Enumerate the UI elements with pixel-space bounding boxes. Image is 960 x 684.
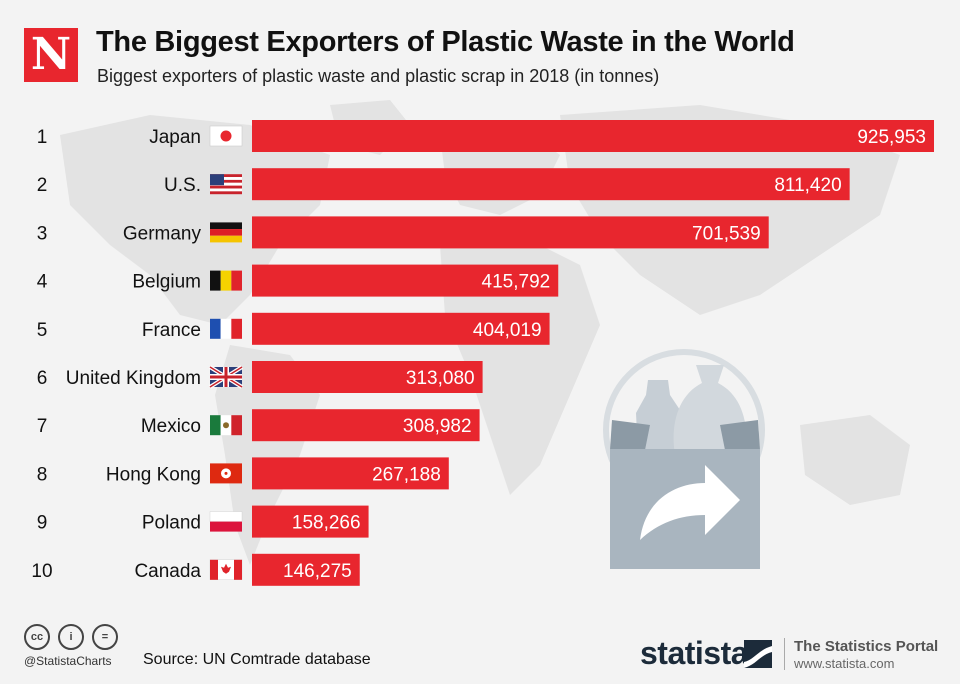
category-label: Japan	[149, 127, 201, 148]
attribution-icon: i	[58, 624, 84, 650]
footer-divider	[784, 638, 785, 670]
brand-logo-letter: N	[30, 29, 72, 80]
bar-chart: 1 Japan 925,953 2 U.S. 811,420 3 Germany 701,539…	[31, 120, 934, 586]
category-label: Hong Kong	[106, 464, 201, 485]
value-label: 308,982	[403, 416, 472, 437]
africa-shape	[440, 235, 600, 495]
rank-label: 6	[37, 368, 48, 389]
portal-url[interactable]: www.statista.com	[794, 656, 895, 671]
rank-label: 1	[37, 127, 48, 148]
twitter-handle[interactable]: @StatistaCharts	[24, 654, 112, 668]
value-label: 267,188	[372, 464, 441, 485]
rank-label: 3	[37, 223, 48, 244]
plastic-waste-box-illustration	[603, 349, 765, 569]
uk-flag	[208, 365, 244, 389]
bar	[252, 264, 559, 297]
japan-flag	[209, 125, 243, 147]
value-label: 415,792	[482, 272, 551, 293]
rank-label: 9	[37, 513, 48, 534]
category-label: Canada	[134, 561, 201, 582]
canada-flag	[209, 559, 243, 580]
bar	[252, 120, 934, 152]
category-label: U.S.	[164, 175, 201, 196]
rank-label: 5	[37, 320, 48, 341]
box-lid-right	[720, 420, 760, 450]
bar	[252, 312, 550, 345]
category-label: Poland	[142, 513, 201, 534]
value-label: 404,019	[473, 320, 542, 341]
value-label: 146,275	[283, 561, 352, 582]
category-label: Mexico	[141, 416, 201, 437]
value-label: 925,953	[857, 127, 926, 148]
mexico-flag	[210, 415, 242, 436]
germany-flag	[210, 222, 242, 243]
value-label: 701,539	[692, 223, 761, 244]
france-flag	[210, 318, 242, 339]
belgium-flag	[210, 270, 242, 291]
us-flag	[210, 174, 242, 195]
chart-subtitle: Biggest exporters of plastic waste and p…	[97, 66, 660, 86]
rank-label: 4	[37, 272, 48, 293]
portal-tagline: The Statistics Portal	[794, 638, 939, 655]
category-label: Germany	[123, 223, 202, 244]
statista-logo-icon	[744, 640, 772, 668]
asia-shape	[560, 105, 900, 315]
chart-title: The Biggest Exporters of Plastic Waste i…	[96, 26, 795, 58]
rank-label: 10	[31, 561, 52, 582]
hong-kong-flag	[210, 463, 242, 484]
no-derivatives-icon: =	[92, 624, 118, 650]
source-note: Source: UN Comtrade database	[143, 651, 371, 668]
bar	[252, 457, 449, 490]
category-label: Belgium	[132, 272, 201, 293]
poland-flag	[209, 511, 243, 532]
bar	[252, 216, 769, 249]
bar	[252, 409, 480, 442]
license-icons: cc i =	[24, 624, 118, 650]
bar	[252, 361, 483, 393]
australia-shape	[800, 415, 910, 505]
brand-logo: N	[24, 28, 78, 82]
value-label: 313,080	[406, 368, 475, 389]
rank-label: 2	[37, 175, 48, 196]
south-america-shape	[215, 345, 320, 565]
creative-commons-icon: cc	[24, 624, 50, 650]
value-label: 158,266	[292, 513, 361, 534]
rank-label: 7	[37, 416, 48, 437]
category-label: France	[142, 320, 201, 341]
bar	[252, 505, 369, 538]
rank-label: 8	[37, 464, 48, 485]
value-label: 811,420	[774, 175, 841, 196]
statista-wordmark[interactable]: statista	[640, 635, 749, 671]
category-label: United Kingdom	[66, 368, 201, 389]
bar	[252, 168, 850, 201]
share-arrow-icon	[640, 465, 740, 540]
bar	[252, 553, 360, 586]
box-lid-left	[610, 420, 650, 450]
